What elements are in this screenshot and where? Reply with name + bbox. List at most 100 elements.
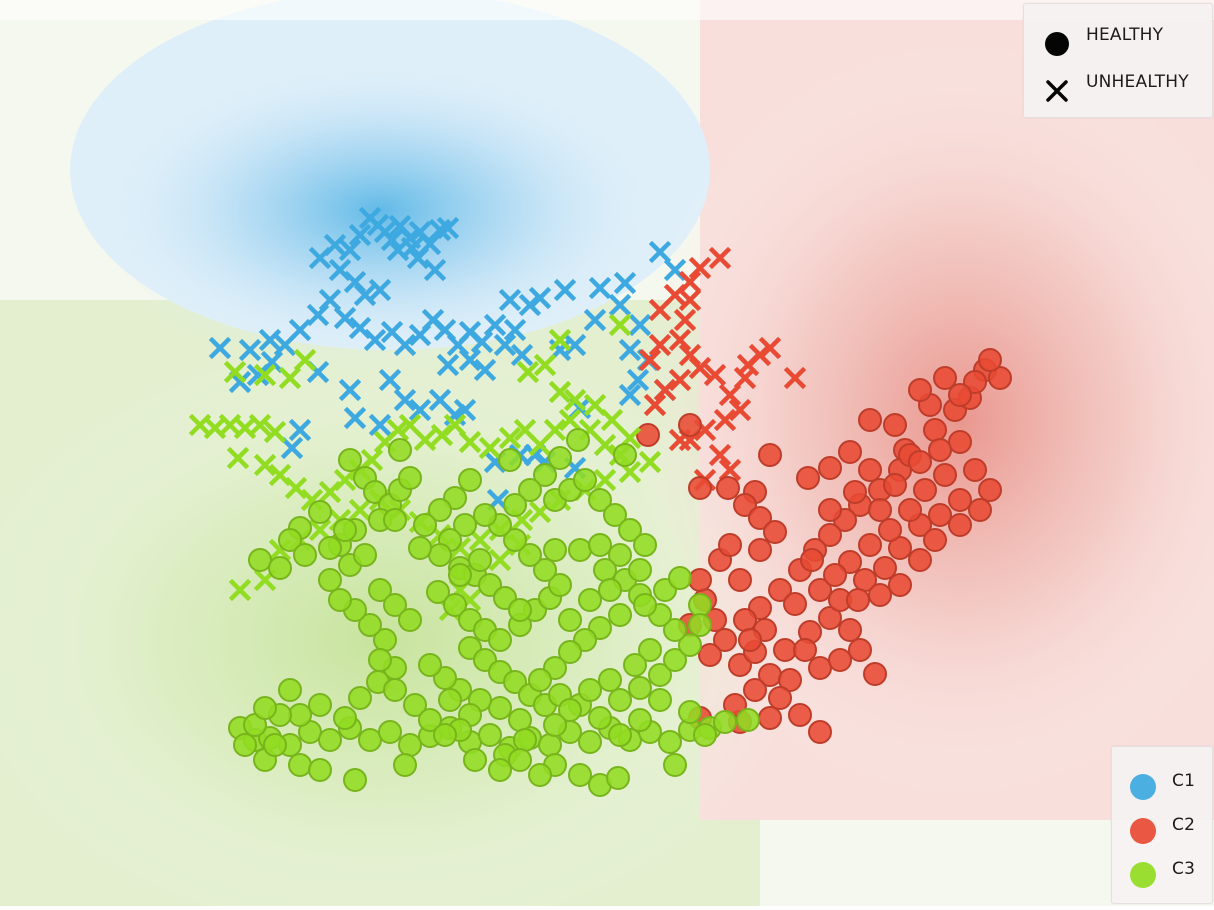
point-c3-healthy xyxy=(608,543,632,567)
point-c3-healthy xyxy=(573,468,597,492)
point-c1-unhealthy xyxy=(208,336,232,360)
point-c3-healthy xyxy=(448,563,472,587)
point-c2-unhealthy xyxy=(648,333,672,357)
point-c1-unhealthy xyxy=(238,338,262,362)
c1-swatch-icon xyxy=(1130,774,1156,800)
point-c2-healthy xyxy=(808,578,832,602)
point-c1-unhealthy xyxy=(436,353,460,377)
point-c2-healthy xyxy=(748,538,772,562)
point-c2-healthy xyxy=(838,618,862,642)
point-c3-healthy xyxy=(353,543,377,567)
point-c3-healthy xyxy=(248,548,272,572)
point-c3-healthy xyxy=(543,713,567,737)
point-c3-unhealthy xyxy=(223,360,247,384)
point-c3-unhealthy xyxy=(248,413,272,437)
point-c3-healthy xyxy=(478,573,502,597)
point-c3-healthy xyxy=(343,768,367,792)
point-c3-healthy xyxy=(503,670,527,694)
point-c3-healthy xyxy=(308,500,332,524)
point-c2-healthy xyxy=(846,588,870,612)
point-c3-healthy xyxy=(588,533,612,557)
point-c2-healthy xyxy=(768,578,792,602)
series-c2-circle xyxy=(636,348,1012,744)
point-c2-healthy xyxy=(818,498,842,522)
point-c2-unhealthy xyxy=(648,298,672,322)
point-c2-unhealthy xyxy=(688,356,712,380)
point-c1-unhealthy xyxy=(428,388,452,412)
point-c3-unhealthy xyxy=(498,426,522,450)
point-c2-healthy xyxy=(678,413,702,437)
point-c1-unhealthy xyxy=(363,328,387,352)
point-c3-healthy xyxy=(488,696,512,720)
point-c2-healthy xyxy=(716,476,740,500)
point-c3-healthy xyxy=(253,696,277,720)
point-c3-healthy xyxy=(383,678,407,702)
point-c2-healthy xyxy=(933,366,957,390)
point-c1-unhealthy xyxy=(453,398,477,422)
point-c3-healthy xyxy=(278,528,302,552)
point-c2-healthy xyxy=(818,523,842,547)
point-c3-healthy xyxy=(473,503,497,527)
point-c2-healthy xyxy=(948,430,972,454)
point-c1-unhealthy xyxy=(618,383,642,407)
point-c1-unhealthy xyxy=(608,293,632,317)
circle-marker-icon xyxy=(1045,32,1069,56)
point-c2-healthy xyxy=(718,533,742,557)
series-c1-cross xyxy=(208,206,687,512)
point-c2-healthy xyxy=(988,366,1012,390)
point-c2-healthy xyxy=(828,648,852,672)
point-c3-healthy xyxy=(518,478,542,502)
point-c3-healthy xyxy=(288,703,312,727)
point-c2-healthy xyxy=(768,686,792,710)
point-c3-healthy xyxy=(333,518,357,542)
point-c2-healthy xyxy=(818,456,842,480)
point-c1-unhealthy xyxy=(436,216,460,240)
point-c2-unhealthy xyxy=(673,308,697,332)
point-c3-healthy xyxy=(603,503,627,527)
point-c3-healthy xyxy=(543,538,567,562)
point-c2-healthy xyxy=(878,518,902,542)
legend-item-c3: C3 xyxy=(1126,857,1195,891)
point-c3-unhealthy xyxy=(583,393,607,417)
point-c3-healthy xyxy=(588,488,612,512)
point-c2-healthy xyxy=(698,643,722,667)
point-c3-healthy xyxy=(598,668,622,692)
point-c3-healthy xyxy=(693,723,717,747)
point-c2-healthy xyxy=(843,480,867,504)
point-c3-healthy xyxy=(638,638,662,662)
data-points xyxy=(188,206,1012,797)
point-c1-unhealthy xyxy=(406,246,430,270)
cluster-legend: C1 C2 C3 xyxy=(1111,746,1213,904)
point-c2-healthy xyxy=(913,478,937,502)
point-c2-healthy xyxy=(733,608,757,632)
point-c3-healthy xyxy=(498,448,522,472)
point-c2-healthy xyxy=(748,506,772,530)
point-c2-healthy xyxy=(908,450,932,474)
point-c3-healthy xyxy=(548,573,572,597)
point-c3-healthy xyxy=(568,763,592,787)
point-c3-unhealthy xyxy=(348,498,372,522)
point-c3-healthy xyxy=(268,556,292,580)
point-c3-healthy xyxy=(433,723,457,747)
point-c2-healthy xyxy=(898,498,922,522)
point-c3-healthy xyxy=(606,766,630,790)
point-c2-unhealthy xyxy=(668,368,692,392)
point-c3-healthy xyxy=(628,558,652,582)
point-c1-unhealthy xyxy=(333,306,357,330)
point-c3-healthy xyxy=(508,598,532,622)
point-c1-unhealthy xyxy=(423,258,447,282)
point-c1-unhealthy xyxy=(408,398,432,422)
point-c3-healthy xyxy=(468,548,492,572)
point-c3-healthy xyxy=(488,628,512,652)
c2-swatch-icon xyxy=(1130,818,1156,844)
point-c3-unhealthy xyxy=(593,468,617,492)
point-c3-unhealthy xyxy=(488,548,512,572)
legend-label-unhealthy: UNHEALTHY xyxy=(1086,72,1189,92)
point-c3-unhealthy xyxy=(386,418,410,442)
point-c1-unhealthy xyxy=(628,313,652,337)
point-c2-healthy xyxy=(758,706,782,730)
point-c1-unhealthy xyxy=(260,350,284,374)
point-c2-unhealthy xyxy=(663,283,687,307)
